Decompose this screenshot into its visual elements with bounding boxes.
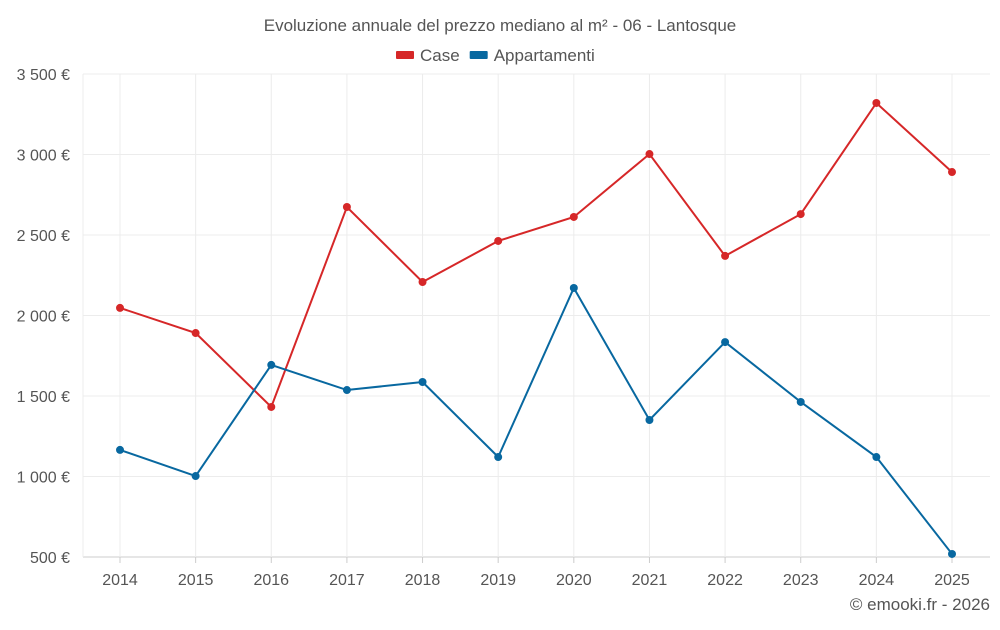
data-point	[116, 445, 124, 454]
legend-label: Appartamenti	[494, 46, 595, 65]
data-point	[267, 360, 276, 369]
data-point	[342, 202, 351, 211]
legend-swatch	[469, 51, 488, 59]
y-tick-label: 1 000 €	[17, 470, 70, 487]
x-tick-label: 2025	[934, 572, 970, 589]
data-point	[796, 210, 805, 219]
data-point	[191, 472, 200, 481]
data-point	[116, 303, 124, 312]
x-tick-label: 2020	[556, 572, 592, 589]
y-tick-label: 1 500 €	[17, 389, 70, 406]
x-tick-label: 2024	[859, 572, 895, 589]
data-point	[948, 549, 956, 558]
y-tick-label: 3 000 €	[17, 148, 70, 165]
legend-swatch	[396, 51, 414, 59]
legend-label: Case	[420, 46, 460, 65]
x-tick-label: 2016	[253, 572, 289, 589]
x-tick-label: 2019	[480, 572, 516, 589]
data-point	[267, 402, 276, 411]
axes: 500 € 1 000 € 1 500 € 2 000 € 2 500 € 3 000 €…	[17, 67, 970, 589]
x-tick-label: 2017	[329, 572, 365, 589]
series-line	[119, 101, 953, 409]
data-point	[569, 283, 578, 292]
data-point	[494, 453, 503, 462]
y-tick-label: 500 €	[30, 550, 70, 567]
data-point	[872, 98, 881, 107]
series-line	[119, 285, 953, 555]
data-point	[418, 278, 427, 287]
data-point	[948, 168, 956, 177]
credit-text: © emooki.fr - 2026	[850, 595, 990, 614]
chart-title: Evoluzione annuale del prezzo mediano al…	[264, 16, 737, 35]
x-tick-label: 2021	[632, 572, 668, 589]
data-point	[645, 415, 654, 424]
data-point	[872, 453, 881, 462]
data-point	[191, 329, 200, 338]
data-point	[494, 236, 503, 245]
series-appartamenti	[116, 283, 956, 558]
x-tick-label: 2014	[102, 572, 138, 589]
data-point	[721, 251, 730, 260]
x-tick-label: 2018	[405, 572, 441, 589]
data-point	[418, 377, 427, 386]
data-point	[645, 150, 654, 159]
x-tick-label: 2023	[783, 572, 819, 589]
legend: Case Appartamenti	[396, 46, 595, 65]
data-point	[569, 212, 578, 221]
y-tick-label: 2 000 €	[17, 309, 70, 326]
x-tick-label: 2015	[178, 572, 214, 589]
y-tick-label: 2 500 €	[17, 228, 70, 245]
data-point	[796, 397, 805, 406]
y-tick-label: 3 500 €	[17, 67, 70, 84]
data-point	[721, 338, 730, 347]
x-tick-label: 2022	[707, 572, 743, 589]
series-case	[116, 98, 956, 411]
series-group	[116, 98, 956, 558]
grid	[82, 73, 990, 558]
data-point	[342, 386, 351, 395]
